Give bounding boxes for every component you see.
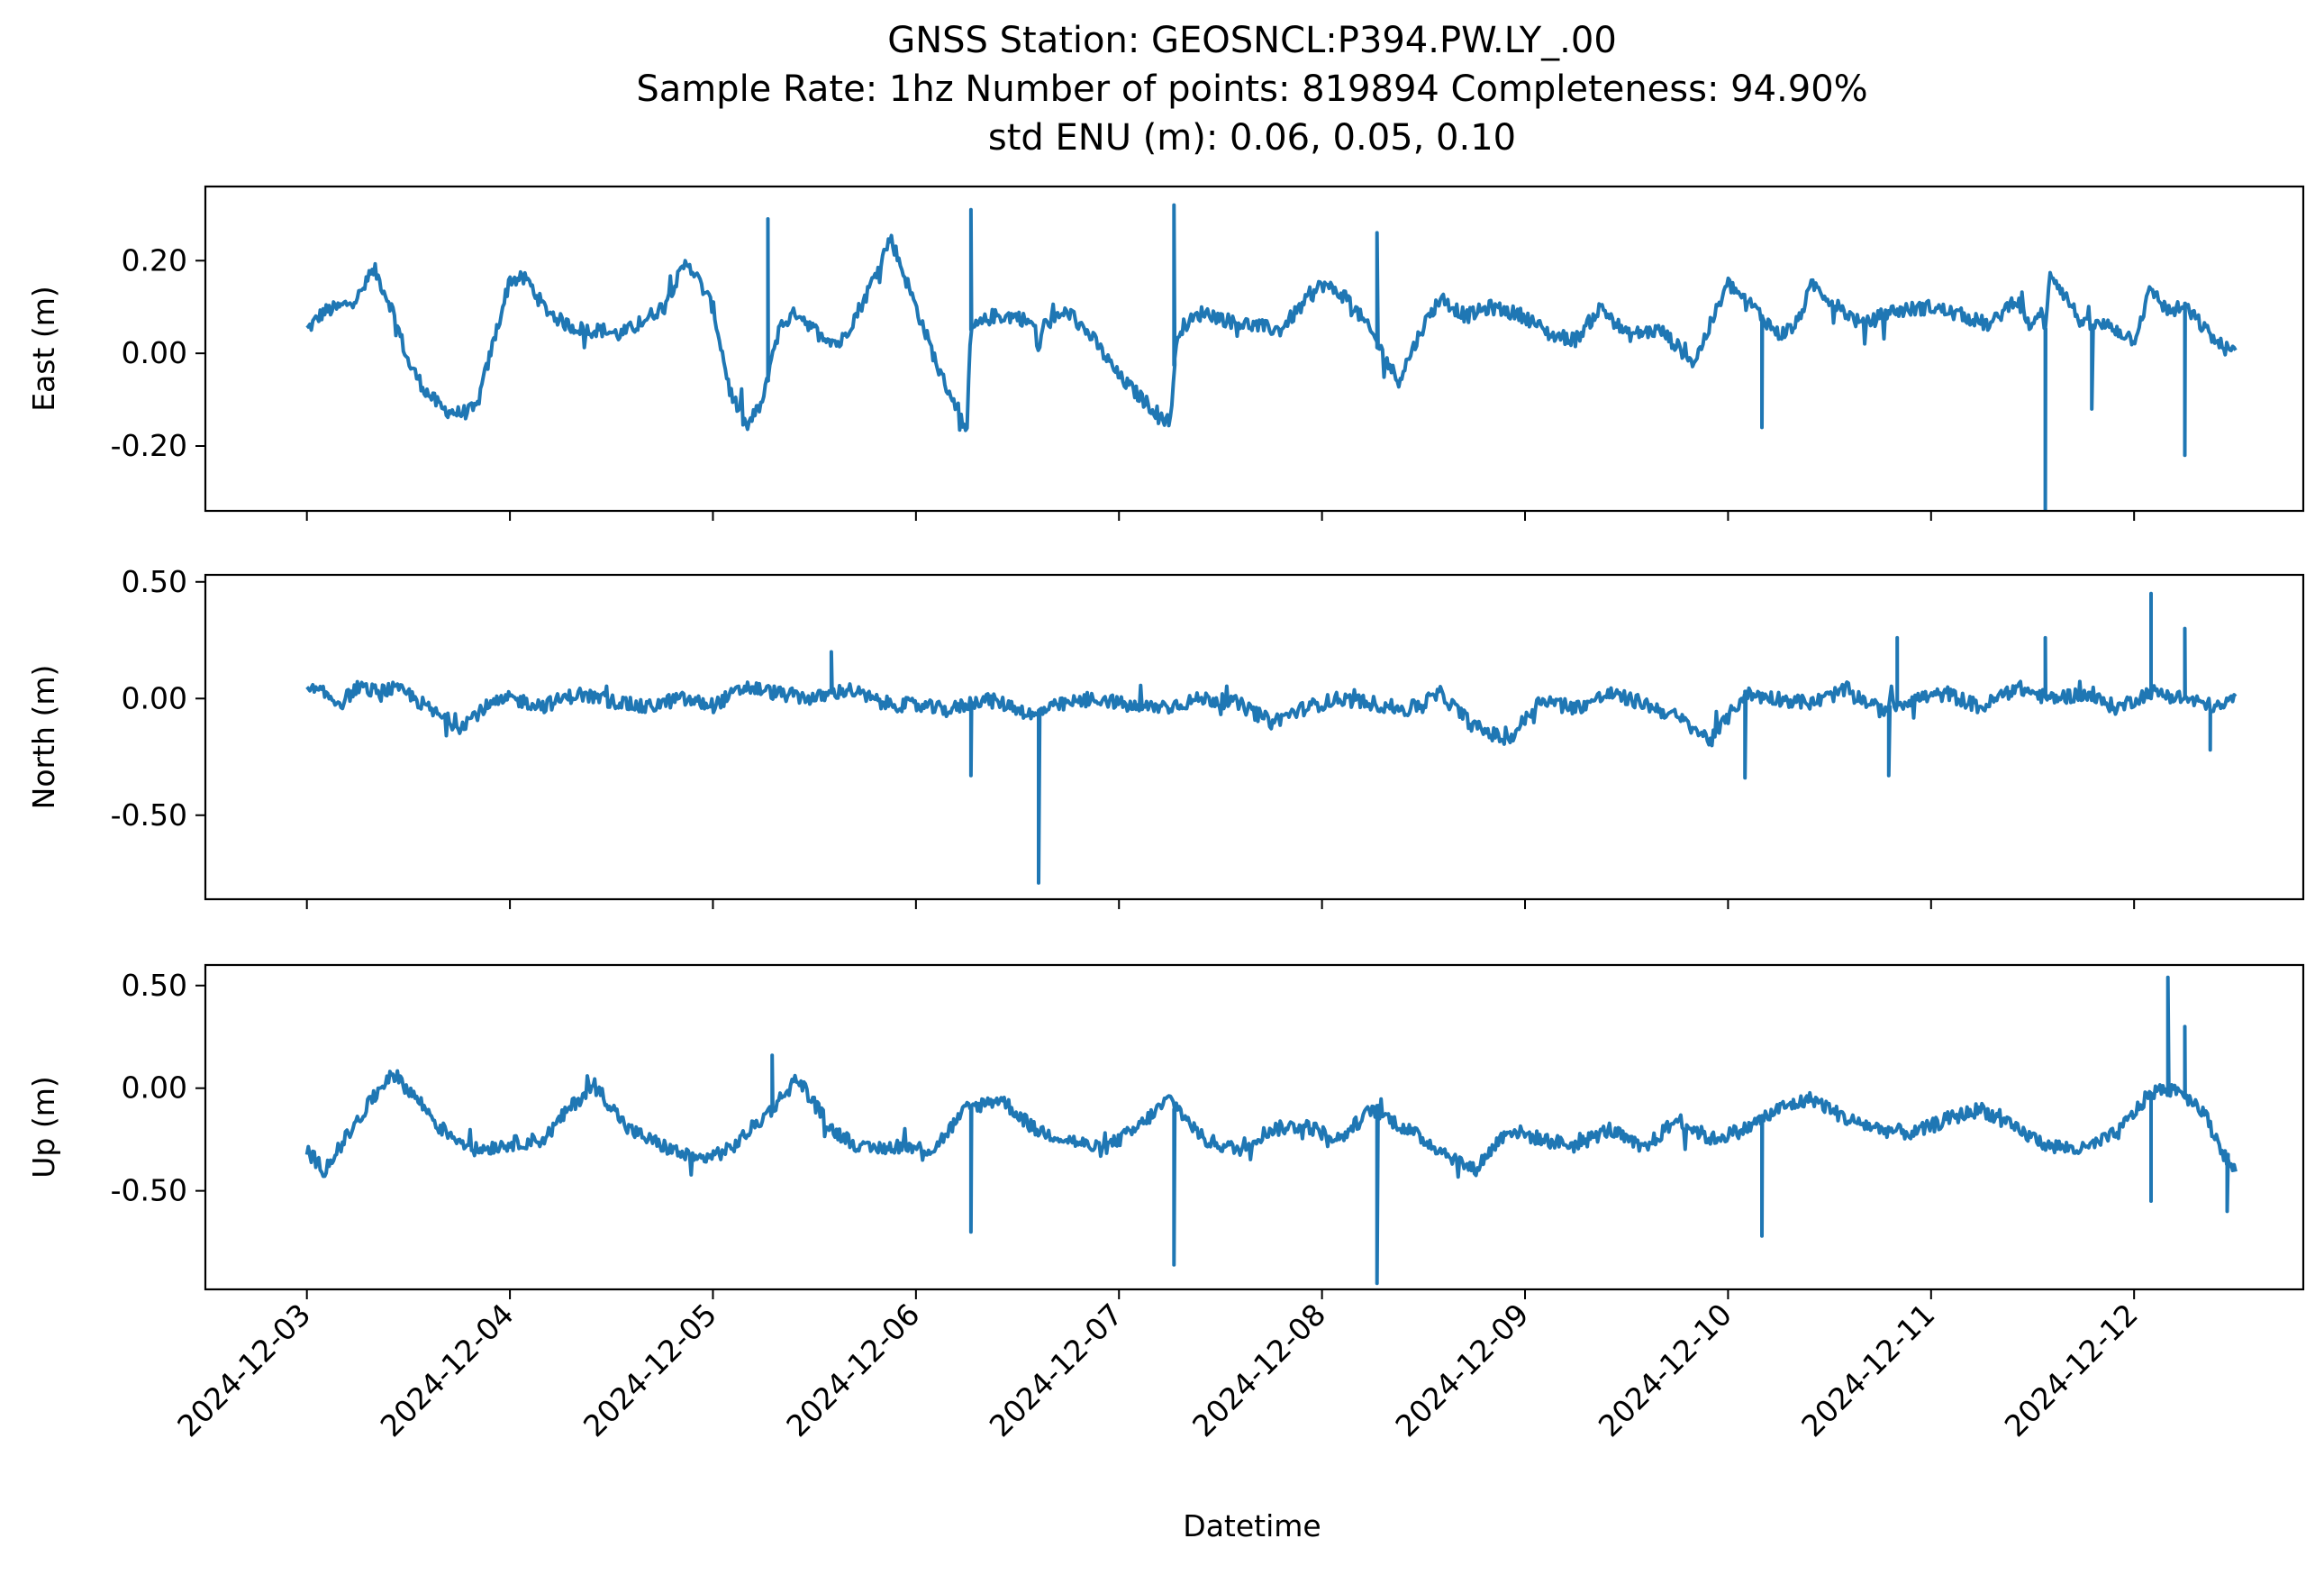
panel-north: 0.50 0.00 -0.50 North (m) — [26, 564, 2305, 909]
series-line-east — [305, 203, 2238, 511]
title-line-2: Sample Rate: 1hz Number of points: 81989… — [636, 68, 1867, 110]
series-line-up — [304, 975, 2238, 1286]
y-tick-label-up: 0.50 — [122, 968, 187, 1003]
x-axis-label: Datetime — [1183, 1508, 1321, 1543]
title-line-3: std ENU (m): 0.06, 0.05, 0.10 — [988, 117, 1516, 159]
series-line-north — [305, 591, 2238, 885]
y-tick-label-east: -0.20 — [111, 428, 187, 463]
y-tick-label-north: 0.50 — [122, 564, 187, 599]
y-axis-label-east: East (m) — [26, 286, 61, 412]
y-tick-label-east: 0.20 — [122, 242, 187, 278]
panel-east: 0.20 0.00 -0.20 East (m) — [26, 185, 2305, 521]
y-tick-label-north: 0.00 — [122, 680, 187, 715]
y-axis-label-up: Up (m) — [26, 1076, 61, 1179]
y-axis-label-north: North (m) — [26, 665, 61, 810]
title-line-1: GNSS Station: GEOSNCL:P394.PW.LY_.00 — [887, 20, 1617, 61]
panel-frame-north — [204, 573, 2305, 901]
y-tick-label-east: 0.00 — [122, 335, 187, 370]
y-tick-label-up: -0.50 — [111, 1173, 187, 1208]
y-tick-label-up: 0.00 — [122, 1070, 187, 1106]
panel-frame-east — [204, 185, 2305, 513]
panel-frame-up — [204, 963, 2305, 1291]
y-tick-label-north: -0.50 — [111, 797, 187, 833]
